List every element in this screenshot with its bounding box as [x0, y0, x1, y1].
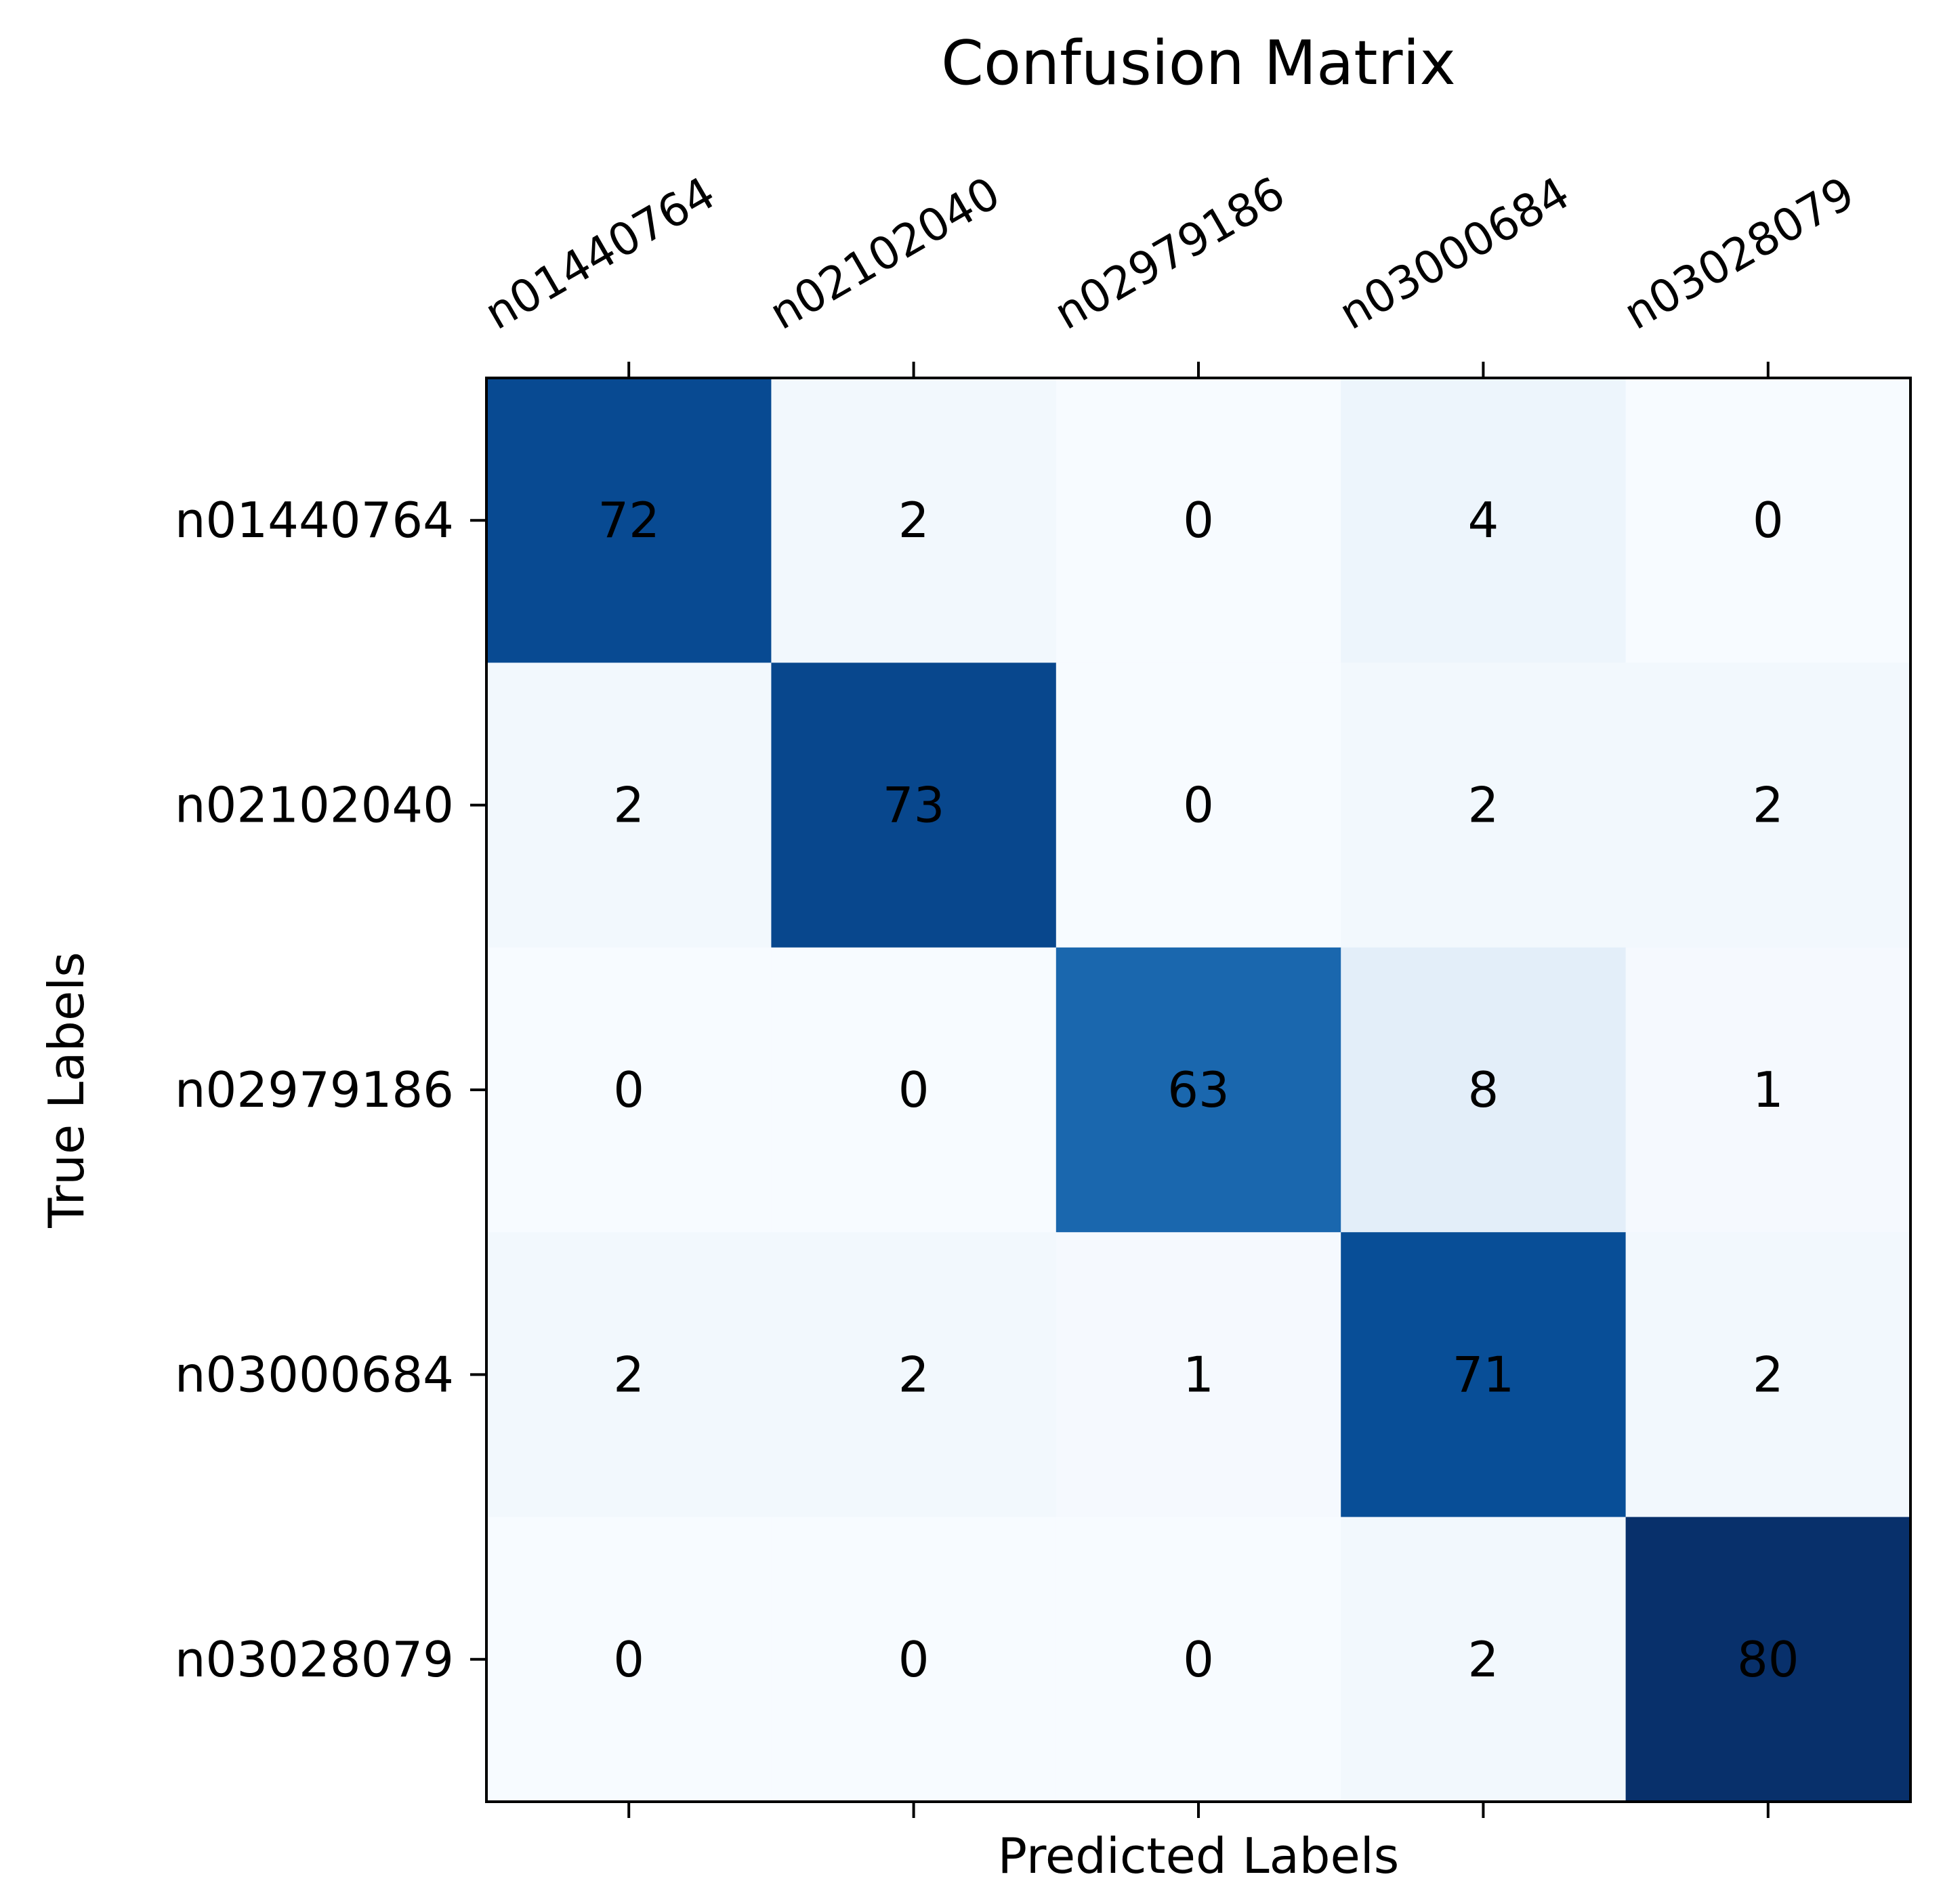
y-tick-label: n03028079: [175, 1631, 454, 1688]
y-tick-label: n03000684: [175, 1346, 454, 1403]
heatmap-cell-labels: 72 2 0 4 0 2 73 0 2 2 0 0 63 8 1 2 2 1 71 2 0 0 0 2 80: [598, 492, 1799, 1688]
x-tick-label: n03028079: [1615, 167, 1863, 340]
heatmap-cell: [1056, 947, 1341, 1233]
heatmap-cell: [1625, 662, 1911, 948]
x-tick-label: n01440764: [476, 167, 724, 340]
cell-value-label: 0: [898, 1631, 929, 1688]
cell-value-label: 4: [1467, 492, 1499, 549]
heatmap-cell: [486, 1517, 772, 1802]
cell-value-label: 71: [1453, 1346, 1515, 1403]
heatmap-cell: [771, 1232, 1057, 1518]
chart-title: Confusion Matrix: [941, 28, 1456, 99]
heatmap-cell: [771, 378, 1057, 663]
cell-value-label: 72: [598, 492, 660, 549]
cell-value-label: 80: [1737, 1631, 1799, 1688]
cell-value-label: 2: [898, 492, 929, 549]
cell-value-label: 0: [613, 1061, 644, 1118]
heatmap-cell: [1341, 662, 1627, 948]
heatmap-cell: [1056, 1232, 1341, 1518]
x-tick-label: n03000684: [1331, 167, 1579, 340]
heatmap-cell: [486, 1232, 772, 1518]
cell-value-label: 8: [1467, 1061, 1499, 1118]
x-tick-label: n02102040: [761, 167, 1009, 340]
cell-value-label: 2: [1753, 777, 1784, 834]
cell-value-label: 2: [613, 777, 644, 834]
cell-value-label: 2: [1467, 1631, 1499, 1688]
cell-value-label: 73: [883, 777, 945, 834]
x-axis-label: Predicted Labels: [998, 1827, 1400, 1884]
cell-value-label: 0: [1183, 492, 1214, 549]
cell-value-label: 0: [1183, 777, 1214, 834]
heatmap-cell: [1341, 1517, 1627, 1802]
cell-value-label: 2: [898, 1346, 929, 1403]
heatmap-cell: [1341, 378, 1627, 663]
heatmap-cell: [1056, 662, 1341, 948]
heatmap-cell: [771, 1517, 1057, 1802]
heatmap-cell: [1625, 378, 1911, 663]
heatmap-cell: [1056, 378, 1341, 663]
heatmap-cell: [1341, 1232, 1627, 1518]
cell-value-label: 1: [1753, 1061, 1784, 1118]
heatmap-cell: [486, 378, 772, 663]
heatmap-cells: [486, 378, 1911, 1802]
y-axis-ticks: n01440764 n02102040 n02979186 n03000684 n030…: [175, 492, 486, 1688]
heatmap-cell: [771, 662, 1057, 948]
cell-value-label: 0: [613, 1631, 644, 1688]
heatmap-cell: [1341, 947, 1627, 1233]
cell-value-label: 2: [1753, 1346, 1784, 1403]
cell-value-label: 0: [1753, 492, 1784, 549]
heatmap-cell: [1625, 1517, 1911, 1802]
cell-value-label: 63: [1167, 1061, 1230, 1118]
cell-value-label: 2: [1467, 777, 1499, 834]
cell-value-label: 0: [898, 1061, 929, 1118]
y-tick-label: n02102040: [175, 777, 454, 834]
y-tick-label: n01440764: [175, 492, 454, 549]
heatmap-cell: [486, 662, 772, 948]
heatmap-cell: [486, 947, 772, 1233]
cell-value-label: 0: [1183, 1631, 1214, 1688]
y-axis-label: True Labels: [38, 952, 95, 1229]
y-tick-label: n02979186: [175, 1061, 454, 1118]
heatmap-cell: [1625, 1232, 1911, 1518]
cell-value-label: 1: [1183, 1346, 1214, 1403]
x-tick-label: n02979186: [1046, 167, 1294, 340]
cell-value-label: 2: [613, 1346, 644, 1403]
heatmap-cell: [1625, 947, 1911, 1233]
heatmap-cell: [1056, 1517, 1341, 1802]
heatmap-cell: [771, 947, 1057, 1233]
